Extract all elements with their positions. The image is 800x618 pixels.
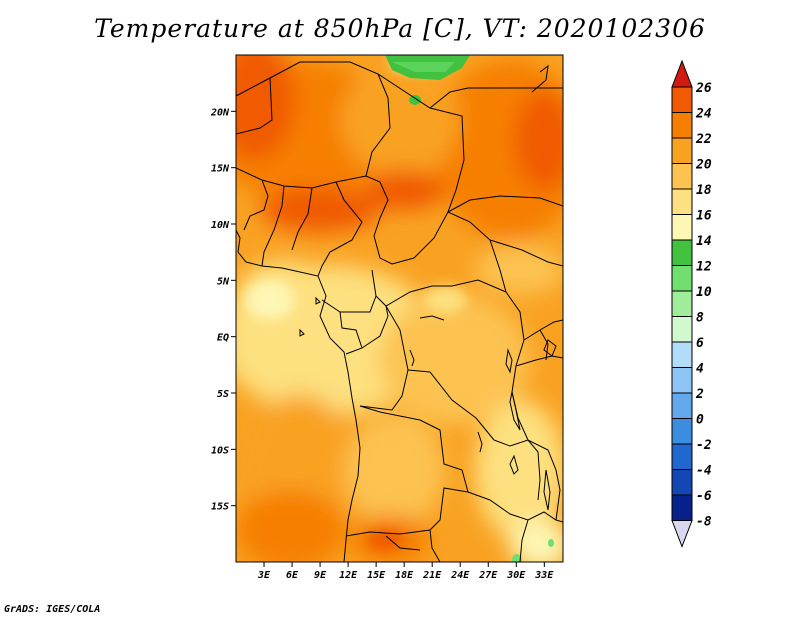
colorbar-swatch [671, 188, 693, 215]
colorbar-label: 14 [696, 234, 712, 249]
colorbar-swatch [671, 418, 693, 445]
colorbar-label: 10 [696, 285, 712, 300]
lat-tick-label: 20N [210, 107, 230, 118]
colorbar-label: 20 [695, 158, 712, 173]
colorbar-label: -8 [696, 515, 712, 530]
colorbar-swatch [671, 112, 693, 139]
map-frame [235, 54, 564, 563]
colorbar-label: -2 [696, 438, 712, 453]
colorbar-label: 2 [695, 387, 704, 402]
lat-tick-label: 15S [211, 502, 229, 513]
latitude-axis: 20N 15N 10N 5N EQ 5S 10S 15S [210, 107, 236, 513]
colorbar-label: 4 [696, 362, 704, 377]
lon-tick-label: 24E [450, 570, 470, 581]
colorbar-label: 0 [696, 413, 704, 428]
lat-tick-label: 10S [211, 445, 229, 456]
lon-tick-label: 9E [314, 570, 327, 581]
colorbar-label: 12 [696, 260, 712, 275]
colorbar-label: 8 [696, 311, 704, 326]
colorbar-swatch [671, 316, 693, 343]
colorbar-swatch [671, 86, 693, 113]
lon-tick-label: 12E [339, 570, 358, 581]
colorbar-label: 22 [695, 132, 712, 147]
colorbar-label: -6 [696, 489, 712, 504]
lon-tick-label: 3E [257, 570, 271, 581]
lat-tick-label: 5N [217, 276, 230, 287]
lat-tick-label: 10N [211, 220, 230, 231]
colorbar-swatch [671, 469, 693, 496]
lon-tick-label: 21E [422, 570, 442, 581]
lon-tick-label: 6E [286, 570, 299, 581]
temperature-field [236, 55, 563, 562]
colorbar-swatch [671, 137, 693, 164]
colorbar-swatch [671, 443, 693, 470]
colorbar-label: 24 [695, 107, 712, 122]
colorbar-bottom-arrow [671, 520, 693, 548]
colorbar-label: 6 [696, 336, 704, 351]
lat-tick-label: 15N [211, 164, 230, 175]
longitude-axis: 3E 6E 9E 12E 15E 18E 21E 24E 27E 30E 33E [257, 562, 554, 581]
colorbar-swatch [671, 392, 693, 419]
colorbar-swatch [671, 163, 693, 190]
lon-tick-label: 18E [395, 570, 414, 581]
colorbar-top-arrow [671, 59, 693, 88]
grads-credit: GrADS: IGES/COLA [4, 604, 101, 615]
lat-tick-label: EQ [217, 333, 229, 344]
colorbar-label: -4 [696, 464, 712, 479]
colorbar-swatch [671, 214, 693, 241]
country-borders [236, 61, 563, 562]
colorbar-swatch [671, 290, 693, 317]
colorbar-label: 18 [696, 183, 712, 198]
colorbar-label: 16 [696, 209, 712, 224]
map-title: Temperature at 850hPa [C], VT: 202010230… [94, 14, 706, 43]
lon-tick-label: 27E [478, 570, 498, 581]
colorbar-swatch [671, 239, 693, 266]
colorbar-swatch [671, 341, 693, 368]
lon-tick-label: 33E [534, 570, 554, 581]
colorbar-label: 26 [695, 81, 712, 96]
colorbar-swatch [671, 367, 693, 394]
lon-tick-label: 15E [367, 570, 386, 581]
lon-tick-label: 30E [506, 570, 526, 581]
lat-tick-label: 5S [217, 389, 229, 400]
colorbar-swatch [671, 494, 693, 521]
colorbar-swatch [671, 265, 693, 292]
